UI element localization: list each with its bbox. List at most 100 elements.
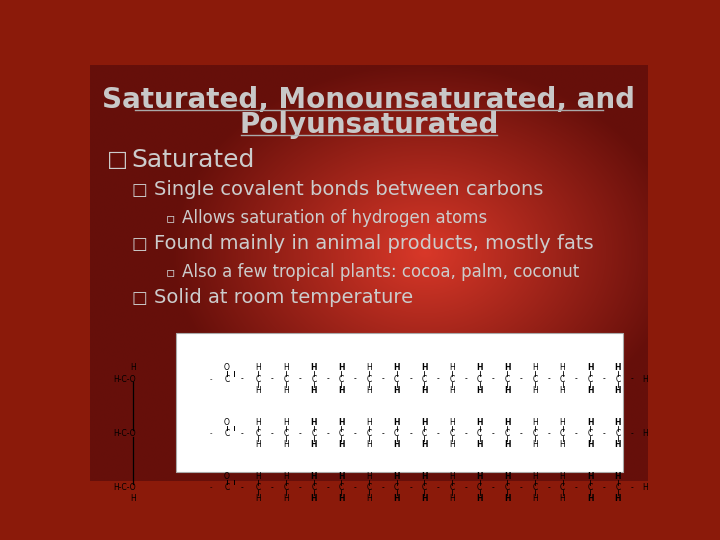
Text: H: H <box>421 440 428 449</box>
Text: C: C <box>224 483 230 492</box>
Text: H: H <box>449 494 455 503</box>
Text: -: - <box>299 429 302 438</box>
Text: C: C <box>449 429 454 438</box>
Text: H: H <box>559 417 565 427</box>
Text: -: - <box>271 375 274 383</box>
Text: -: - <box>271 429 274 438</box>
Text: H: H <box>256 440 261 449</box>
Text: C: C <box>311 429 316 438</box>
Text: H: H <box>130 363 136 373</box>
Text: H: H <box>449 440 455 449</box>
Text: H: H <box>130 494 136 503</box>
Text: H: H <box>615 417 621 427</box>
Text: C: C <box>339 429 344 438</box>
Text: -: - <box>409 429 412 438</box>
Text: -: - <box>437 483 440 492</box>
Text: H: H <box>393 386 400 395</box>
Text: H: H <box>393 472 400 481</box>
Text: -: - <box>437 429 440 438</box>
Text: H: H <box>256 363 261 373</box>
Text: -: - <box>382 375 384 383</box>
Text: C: C <box>339 375 344 383</box>
Text: -: - <box>520 375 523 383</box>
Text: -: - <box>299 375 302 383</box>
Text: H: H <box>421 386 428 395</box>
Text: H: H <box>504 494 510 503</box>
Text: C: C <box>366 429 372 438</box>
Text: H: H <box>283 386 289 395</box>
Text: C: C <box>284 375 289 383</box>
Text: H: H <box>559 363 565 373</box>
Text: □: □ <box>132 234 148 253</box>
Text: C: C <box>311 483 316 492</box>
Text: H: H <box>256 494 261 503</box>
Text: H: H <box>477 386 483 395</box>
Text: -: - <box>437 375 440 383</box>
Text: -: - <box>210 376 212 382</box>
Text: H: H <box>532 472 538 481</box>
Text: -: - <box>299 483 302 492</box>
Text: □: □ <box>132 180 148 199</box>
Text: C: C <box>449 375 454 383</box>
Text: H: H <box>338 494 345 503</box>
Text: H-C-O: H-C-O <box>113 483 135 492</box>
Text: H: H <box>587 440 593 449</box>
Text: H: H <box>310 472 317 481</box>
Text: H: H <box>421 417 428 427</box>
Text: H: H <box>477 417 483 427</box>
Text: □: □ <box>132 289 148 307</box>
Text: C: C <box>284 483 289 492</box>
Text: C: C <box>394 429 400 438</box>
Text: O: O <box>224 363 230 373</box>
Text: H-C-O: H-C-O <box>113 375 135 383</box>
Text: H: H <box>338 440 345 449</box>
Text: C: C <box>284 429 289 438</box>
Text: -: - <box>492 429 495 438</box>
Text: H: H <box>393 417 400 427</box>
Text: C: C <box>477 483 482 492</box>
Text: C: C <box>477 429 482 438</box>
Text: H: H <box>310 440 317 449</box>
Text: H: H <box>477 440 483 449</box>
Text: C: C <box>588 483 593 492</box>
Text: H: H <box>366 386 372 395</box>
Text: H: H <box>643 483 649 492</box>
Text: -: - <box>630 429 633 438</box>
Text: -: - <box>241 483 244 492</box>
Text: H: H <box>504 417 510 427</box>
Text: C: C <box>560 375 565 383</box>
Text: Also a few tropical plants: cocoa, palm, coconut: Also a few tropical plants: cocoa, palm,… <box>182 263 580 281</box>
Text: -: - <box>603 429 606 438</box>
Text: -: - <box>326 483 329 492</box>
Text: -: - <box>354 429 356 438</box>
Text: H: H <box>559 472 565 481</box>
Text: H: H <box>504 363 510 373</box>
Text: H: H <box>477 494 483 503</box>
Text: Allows saturation of hydrogen atoms: Allows saturation of hydrogen atoms <box>182 209 487 227</box>
Text: -: - <box>409 483 412 492</box>
Text: H: H <box>310 494 317 503</box>
Text: -: - <box>603 375 606 383</box>
Text: -: - <box>382 429 384 438</box>
Text: ▫: ▫ <box>166 211 175 225</box>
Text: C: C <box>366 483 372 492</box>
Text: □: □ <box>107 150 127 170</box>
Text: H: H <box>338 363 345 373</box>
FancyBboxPatch shape <box>176 333 623 472</box>
Text: -: - <box>464 429 467 438</box>
Text: H: H <box>587 363 593 373</box>
Text: H: H <box>338 386 345 395</box>
Text: C: C <box>588 429 593 438</box>
Text: H: H <box>559 386 565 395</box>
Text: -: - <box>520 483 523 492</box>
Text: C: C <box>422 375 427 383</box>
Text: H: H <box>366 494 372 503</box>
Text: H: H <box>587 494 593 503</box>
Text: H: H <box>449 417 455 427</box>
Text: H: H <box>310 417 317 427</box>
Text: -: - <box>575 483 578 492</box>
Text: -: - <box>575 375 578 383</box>
Text: H: H <box>587 417 593 427</box>
Text: C: C <box>616 375 621 383</box>
Text: -: - <box>326 429 329 438</box>
